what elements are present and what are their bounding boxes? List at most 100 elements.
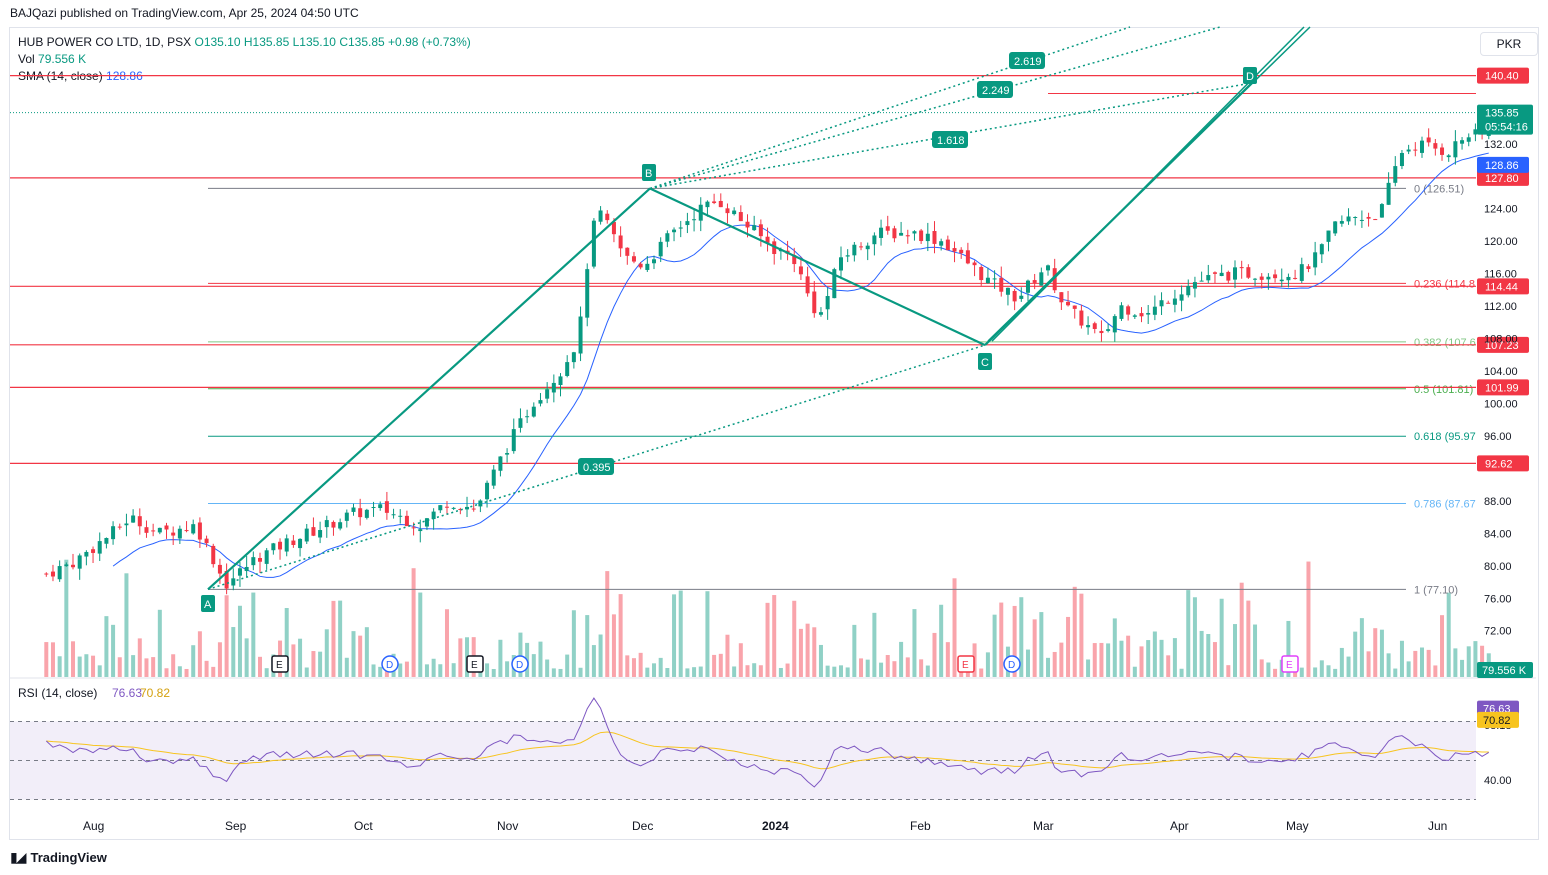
x-tick-7: Mar [1033,819,1054,833]
volume-bar [84,654,89,677]
ratio-tag-3 [1009,52,1045,69]
candle-body [645,263,650,270]
volume-bar [57,656,62,677]
candle-body [197,522,202,540]
volume-bar [785,663,790,677]
volume-bar [431,658,436,677]
candle-body [1346,216,1351,222]
candle-body [1019,295,1024,299]
volume-bar [257,656,262,677]
volume-bar [859,658,864,677]
candle-body [738,212,743,222]
pattern-point-label-B: B [645,168,652,180]
candle-body [344,512,349,521]
earnings-icon [466,655,484,673]
candle-body [1166,302,1171,304]
candle-body [812,291,817,314]
candle-body [1119,305,1124,319]
volume-bar [852,624,857,677]
candle-body [558,376,563,385]
symbol-name: HUB POWER CO LTD, 1D, PSX [18,35,192,49]
last-price-label: 135.85 [1485,108,1519,120]
candle-body [257,557,262,562]
fib-label-2: 0.382 (107.6 [1414,337,1476,349]
volume-bar [1299,667,1304,677]
dividend-icon [511,655,529,673]
candle-body [324,520,329,528]
volume-bar [197,631,202,677]
candle-body [658,241,663,257]
sma-line [112,152,1489,578]
candle-body [1206,275,1211,281]
volume-bar [1286,620,1291,677]
candle-body [1379,204,1384,218]
volume-bar [1206,634,1211,677]
candle-body [358,508,363,518]
event-label: E [276,660,283,671]
volume-bar [1366,651,1371,677]
level-tag-0 [1477,67,1529,84]
volume-bar [1333,668,1338,677]
candle-body [291,540,296,545]
volume-bar [1146,640,1151,677]
volume-bar [1186,590,1191,677]
volume-bar [912,609,917,677]
volume-bar [44,642,49,677]
candle-body [444,506,449,508]
volume-bar [371,664,376,677]
volume-bar [598,634,603,677]
volume-bar [618,594,623,677]
volume-bar [1460,659,1465,677]
volume-bar [591,645,596,677]
candle-body [351,507,356,512]
candle-body [979,266,984,281]
candle-body [1473,129,1478,135]
event-label: D [386,660,393,671]
candle-body [959,249,964,254]
dividend-icon [1003,655,1021,673]
volume-bar [631,658,636,677]
candle-body [1419,140,1424,153]
candle-body [718,200,723,208]
candle-body [1099,330,1104,334]
fib-label-0: 0 (126.51) [1414,183,1464,195]
volume-legend[interactable]: Vol 79.556 K [18,52,86,66]
candle-body [1373,219,1378,221]
volume-bar [999,602,1004,677]
candle-body [451,507,456,509]
ratio-label-2: 2.249 [982,85,1010,97]
candle-body [50,571,55,577]
candle-body [431,511,436,520]
volume-bar [91,655,96,677]
rsi-title: RSI (14, close) [18,686,97,700]
candle-body [117,526,122,528]
symbol-legend: HUB POWER CO LTD, 1D, PSX O135.10 H135.8… [18,35,471,49]
candle-body [899,232,904,236]
candle-body [591,220,596,267]
candle-body [932,231,937,244]
candle-body [1112,316,1117,333]
volume-bar [879,662,884,677]
volume-bar [1433,665,1438,677]
volume-bar [798,628,803,677]
volume-bar [551,668,556,677]
candle-body [211,545,216,565]
candle-body [792,255,797,265]
currency-button[interactable]: PKR [1480,32,1538,56]
candle-body [1246,267,1251,278]
volume-bar [1219,598,1224,677]
candle-body [1172,298,1177,305]
candle-body [404,515,409,527]
candle-body [84,551,89,557]
volume-bar [1066,616,1071,677]
volume-bar [952,578,957,677]
volume-bar [1466,646,1471,677]
tradingview-footer[interactable]: ▮◢ TradingView [10,849,107,866]
volume-bar [965,668,970,677]
candle-body [585,269,590,318]
candle-body [1226,271,1231,281]
candle-body [925,233,930,242]
candle-body [124,523,129,526]
